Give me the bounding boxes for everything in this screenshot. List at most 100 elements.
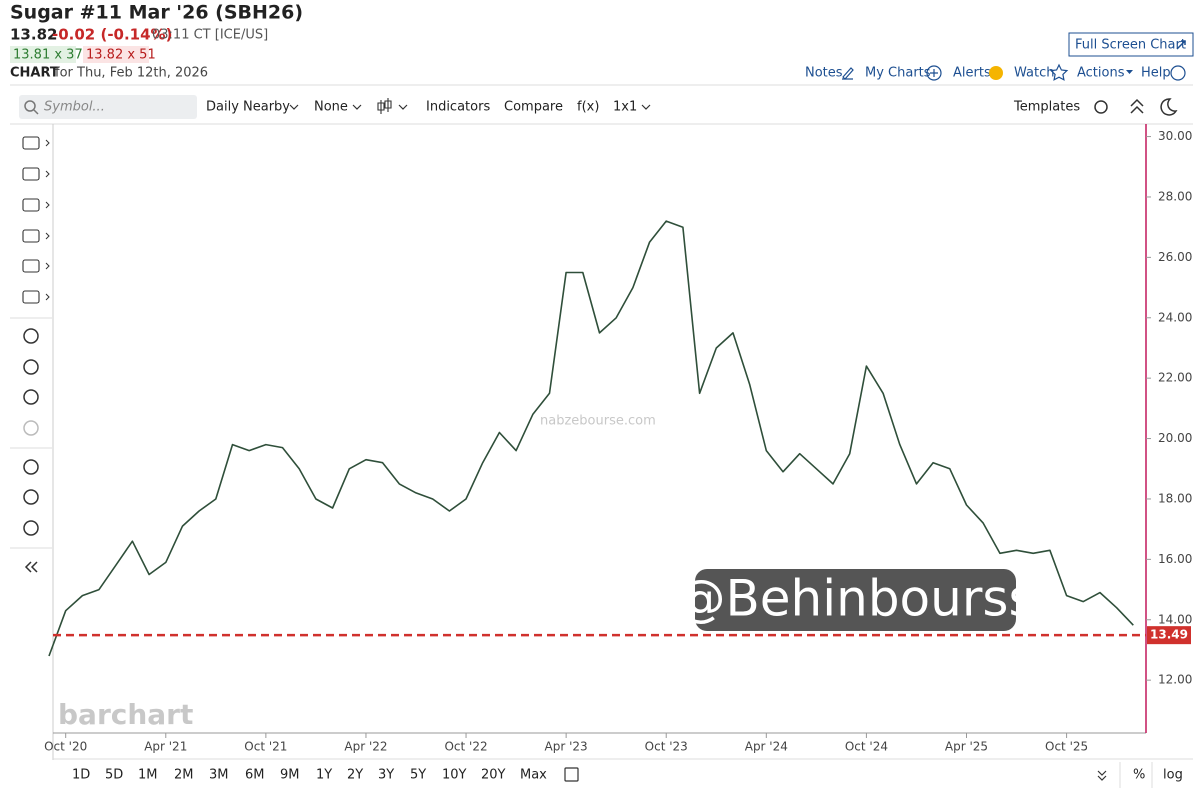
- tool-caret: [45, 262, 50, 270]
- x-tick-label: Apr '23: [545, 740, 588, 754]
- tool-icon[interactable]: [22, 198, 40, 212]
- x-tick-label: Oct '20: [44, 740, 87, 754]
- full-screen-label[interactable]: Full Screen Chart: [1075, 38, 1186, 53]
- title: Sugar #11 Mar '26 (SBH26): [10, 2, 303, 24]
- notes-icon: [842, 67, 854, 80]
- menu-item[interactable]: Alerts: [953, 66, 991, 81]
- period-button[interactable]: Max: [520, 768, 547, 783]
- chart-label: CHART: [10, 66, 59, 81]
- period-button[interactable]: 20Y: [481, 768, 506, 783]
- y-tick-label: 12.00: [1158, 673, 1192, 687]
- help-icon: [1170, 65, 1186, 81]
- tool-icon[interactable]: [23, 389, 39, 405]
- y-tick-label: 24.00: [1158, 310, 1192, 324]
- collapse-icon[interactable]: [1130, 98, 1144, 114]
- chart-type-icon[interactable]: [377, 98, 392, 114]
- period-button[interactable]: 10Y: [442, 768, 467, 783]
- collapse-down-icon[interactable]: [1097, 770, 1107, 781]
- settings-icon[interactable]: [1094, 100, 1108, 114]
- period-button[interactable]: 1D: [72, 768, 90, 783]
- toolbar-item[interactable]: f(x): [577, 100, 599, 115]
- tool-icon[interactable]: [23, 459, 39, 475]
- search-icon: [33, 109, 39, 115]
- period-button[interactable]: 9M: [280, 768, 300, 783]
- tool-caret: [45, 232, 50, 240]
- tool-icon[interactable]: [22, 259, 40, 273]
- tool-caret: [45, 201, 50, 209]
- expand-icon: [1176, 40, 1186, 50]
- period-button[interactable]: 6M: [245, 768, 265, 783]
- tool-icon[interactable]: [23, 520, 39, 536]
- period-button[interactable]: 2M: [174, 768, 194, 783]
- menu-item[interactable]: Actions: [1077, 66, 1125, 81]
- toolbar-item[interactable]: 1x1: [613, 100, 637, 115]
- y-tick-label: 14.00: [1158, 612, 1192, 626]
- period-button[interactable]: 3M: [209, 768, 229, 783]
- x-tick-label: Apr '24: [745, 740, 788, 754]
- percent-toggle[interactable]: %: [1133, 768, 1145, 783]
- y-tick-label: 18.00: [1158, 491, 1192, 505]
- menu-item[interactable]: Watch: [1014, 66, 1054, 81]
- full-screen-button[interactable]: [1068, 32, 1194, 57]
- tool-icon[interactable]: [23, 328, 39, 344]
- toolbar-item[interactable]: Compare: [504, 100, 563, 115]
- period-button[interactable]: 3Y: [378, 768, 394, 783]
- bid: 13.81 x 37: [13, 48, 83, 63]
- toolbar: Daily Nearby None Indicators Compare f(x) 1x1: [206, 100, 637, 115]
- tool-icon[interactable]: [22, 229, 40, 243]
- price-line: [48, 220, 1134, 657]
- tool-icon[interactable]: [22, 167, 40, 181]
- x-tick-label: Oct '24: [845, 740, 888, 754]
- watermark-box: [695, 569, 1016, 631]
- x-tick-label: Oct '22: [444, 740, 487, 754]
- x-tick-label: Oct '25: [1045, 740, 1088, 754]
- last-price: 13.82: [10, 26, 57, 44]
- menu-item[interactable]: My Charts: [865, 66, 931, 81]
- symbol-placeholder[interactable]: Symbol...: [44, 100, 105, 115]
- calendar-icon[interactable]: [564, 767, 579, 782]
- y-tick-label: 22.00: [1158, 371, 1192, 385]
- x-tick-label: Oct '21: [244, 740, 287, 754]
- tool-icon[interactable]: [22, 290, 40, 304]
- tool-icon[interactable]: [22, 136, 40, 150]
- caret: [1126, 70, 1133, 74]
- menu: Notes My Charts Alerts Watch Actions Help: [805, 63, 1186, 81]
- reference-label-box: [1147, 626, 1191, 645]
- dark-mode-icon[interactable]: [1160, 98, 1178, 116]
- reference-label: 13.49: [1150, 628, 1188, 642]
- log-toggle[interactable]: log: [1163, 768, 1183, 783]
- period-button[interactable]: 1Y: [316, 768, 332, 783]
- period-button[interactable]: 1M: [138, 768, 158, 783]
- add-icon: [930, 69, 938, 77]
- ask-box: [83, 46, 149, 63]
- y-tick-label: 28.00: [1158, 189, 1192, 203]
- period-button[interactable]: 5D: [105, 768, 123, 783]
- tool-icon[interactable]: [23, 359, 39, 375]
- templates[interactable]: Templates: [1013, 100, 1080, 115]
- toolbar-item[interactable]: Indicators: [426, 100, 490, 115]
- bid-box: [10, 46, 76, 63]
- period-button[interactable]: 2Y: [347, 768, 363, 783]
- alert-icon: [989, 66, 1003, 80]
- toolbar-item[interactable]: None: [314, 100, 348, 115]
- caret: [289, 104, 651, 110]
- menu-item[interactable]: Notes: [805, 66, 843, 81]
- tool-icon[interactable]: [23, 489, 39, 505]
- menu-item[interactable]: Help: [1141, 66, 1171, 81]
- tool-caret: [45, 293, 50, 301]
- tool-caret: [45, 139, 50, 147]
- toolbar-item[interactable]: Daily Nearby: [206, 100, 290, 115]
- tool-icon[interactable]: [23, 420, 39, 436]
- x-tick-label: Apr '22: [344, 740, 387, 754]
- price-change: -0.02 (-0.14%): [52, 26, 172, 44]
- plot: barchart nabzebourse.com 12.00 14.00 16.00 18…: [44, 129, 1192, 753]
- symbol-search[interactable]: [19, 95, 197, 119]
- period-bar: 1D 5D 1M 2M 3M 6M 9M 1Y 2Y 3Y 5Y 10Y 20Y Max: [72, 768, 547, 783]
- drawing-tools: [10, 136, 52, 573]
- collapse-tools[interactable]: [24, 561, 38, 573]
- star-icon: [1049, 63, 1069, 81]
- chart-date: for Thu, Feb 12th, 2026: [55, 66, 208, 81]
- period-button[interactable]: 5Y: [410, 768, 426, 783]
